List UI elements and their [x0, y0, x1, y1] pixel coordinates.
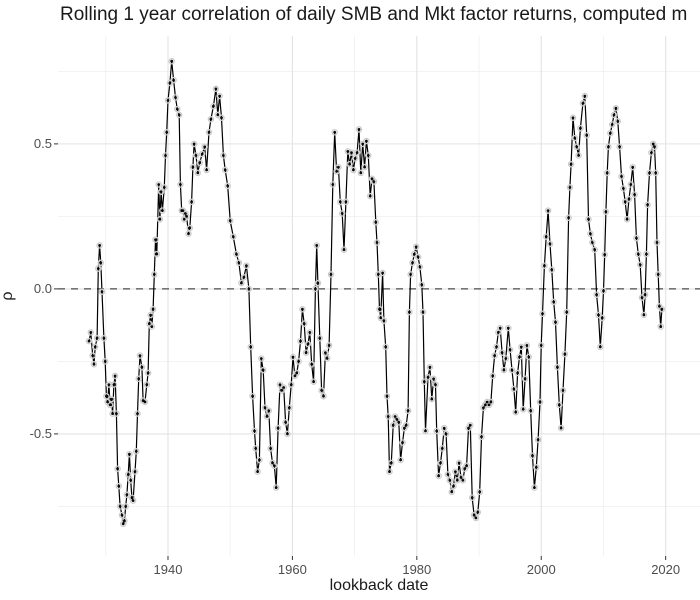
x-tick-label: 2000	[526, 562, 556, 577]
axis-ticks	[54, 143, 667, 560]
data-points	[87, 59, 664, 526]
y-tick-label: 0.5	[33, 135, 52, 151]
data-point-halos	[85, 57, 666, 528]
x-tick-label: 2020	[651, 562, 681, 577]
y-axis-title: ρ	[0, 291, 16, 301]
data-line	[88, 60, 663, 525]
chart-title: Rolling 1 year correlation of daily SMB …	[60, 4, 688, 25]
y-tick-label: -0.5	[29, 425, 52, 441]
y-tick-label: 0.0	[33, 280, 52, 296]
x-tick-label: 1960	[277, 562, 307, 577]
x-axis-title: lookback date	[329, 577, 429, 594]
x-tick-label: 1980	[402, 562, 432, 577]
x-tick-label: 1940	[153, 562, 183, 577]
